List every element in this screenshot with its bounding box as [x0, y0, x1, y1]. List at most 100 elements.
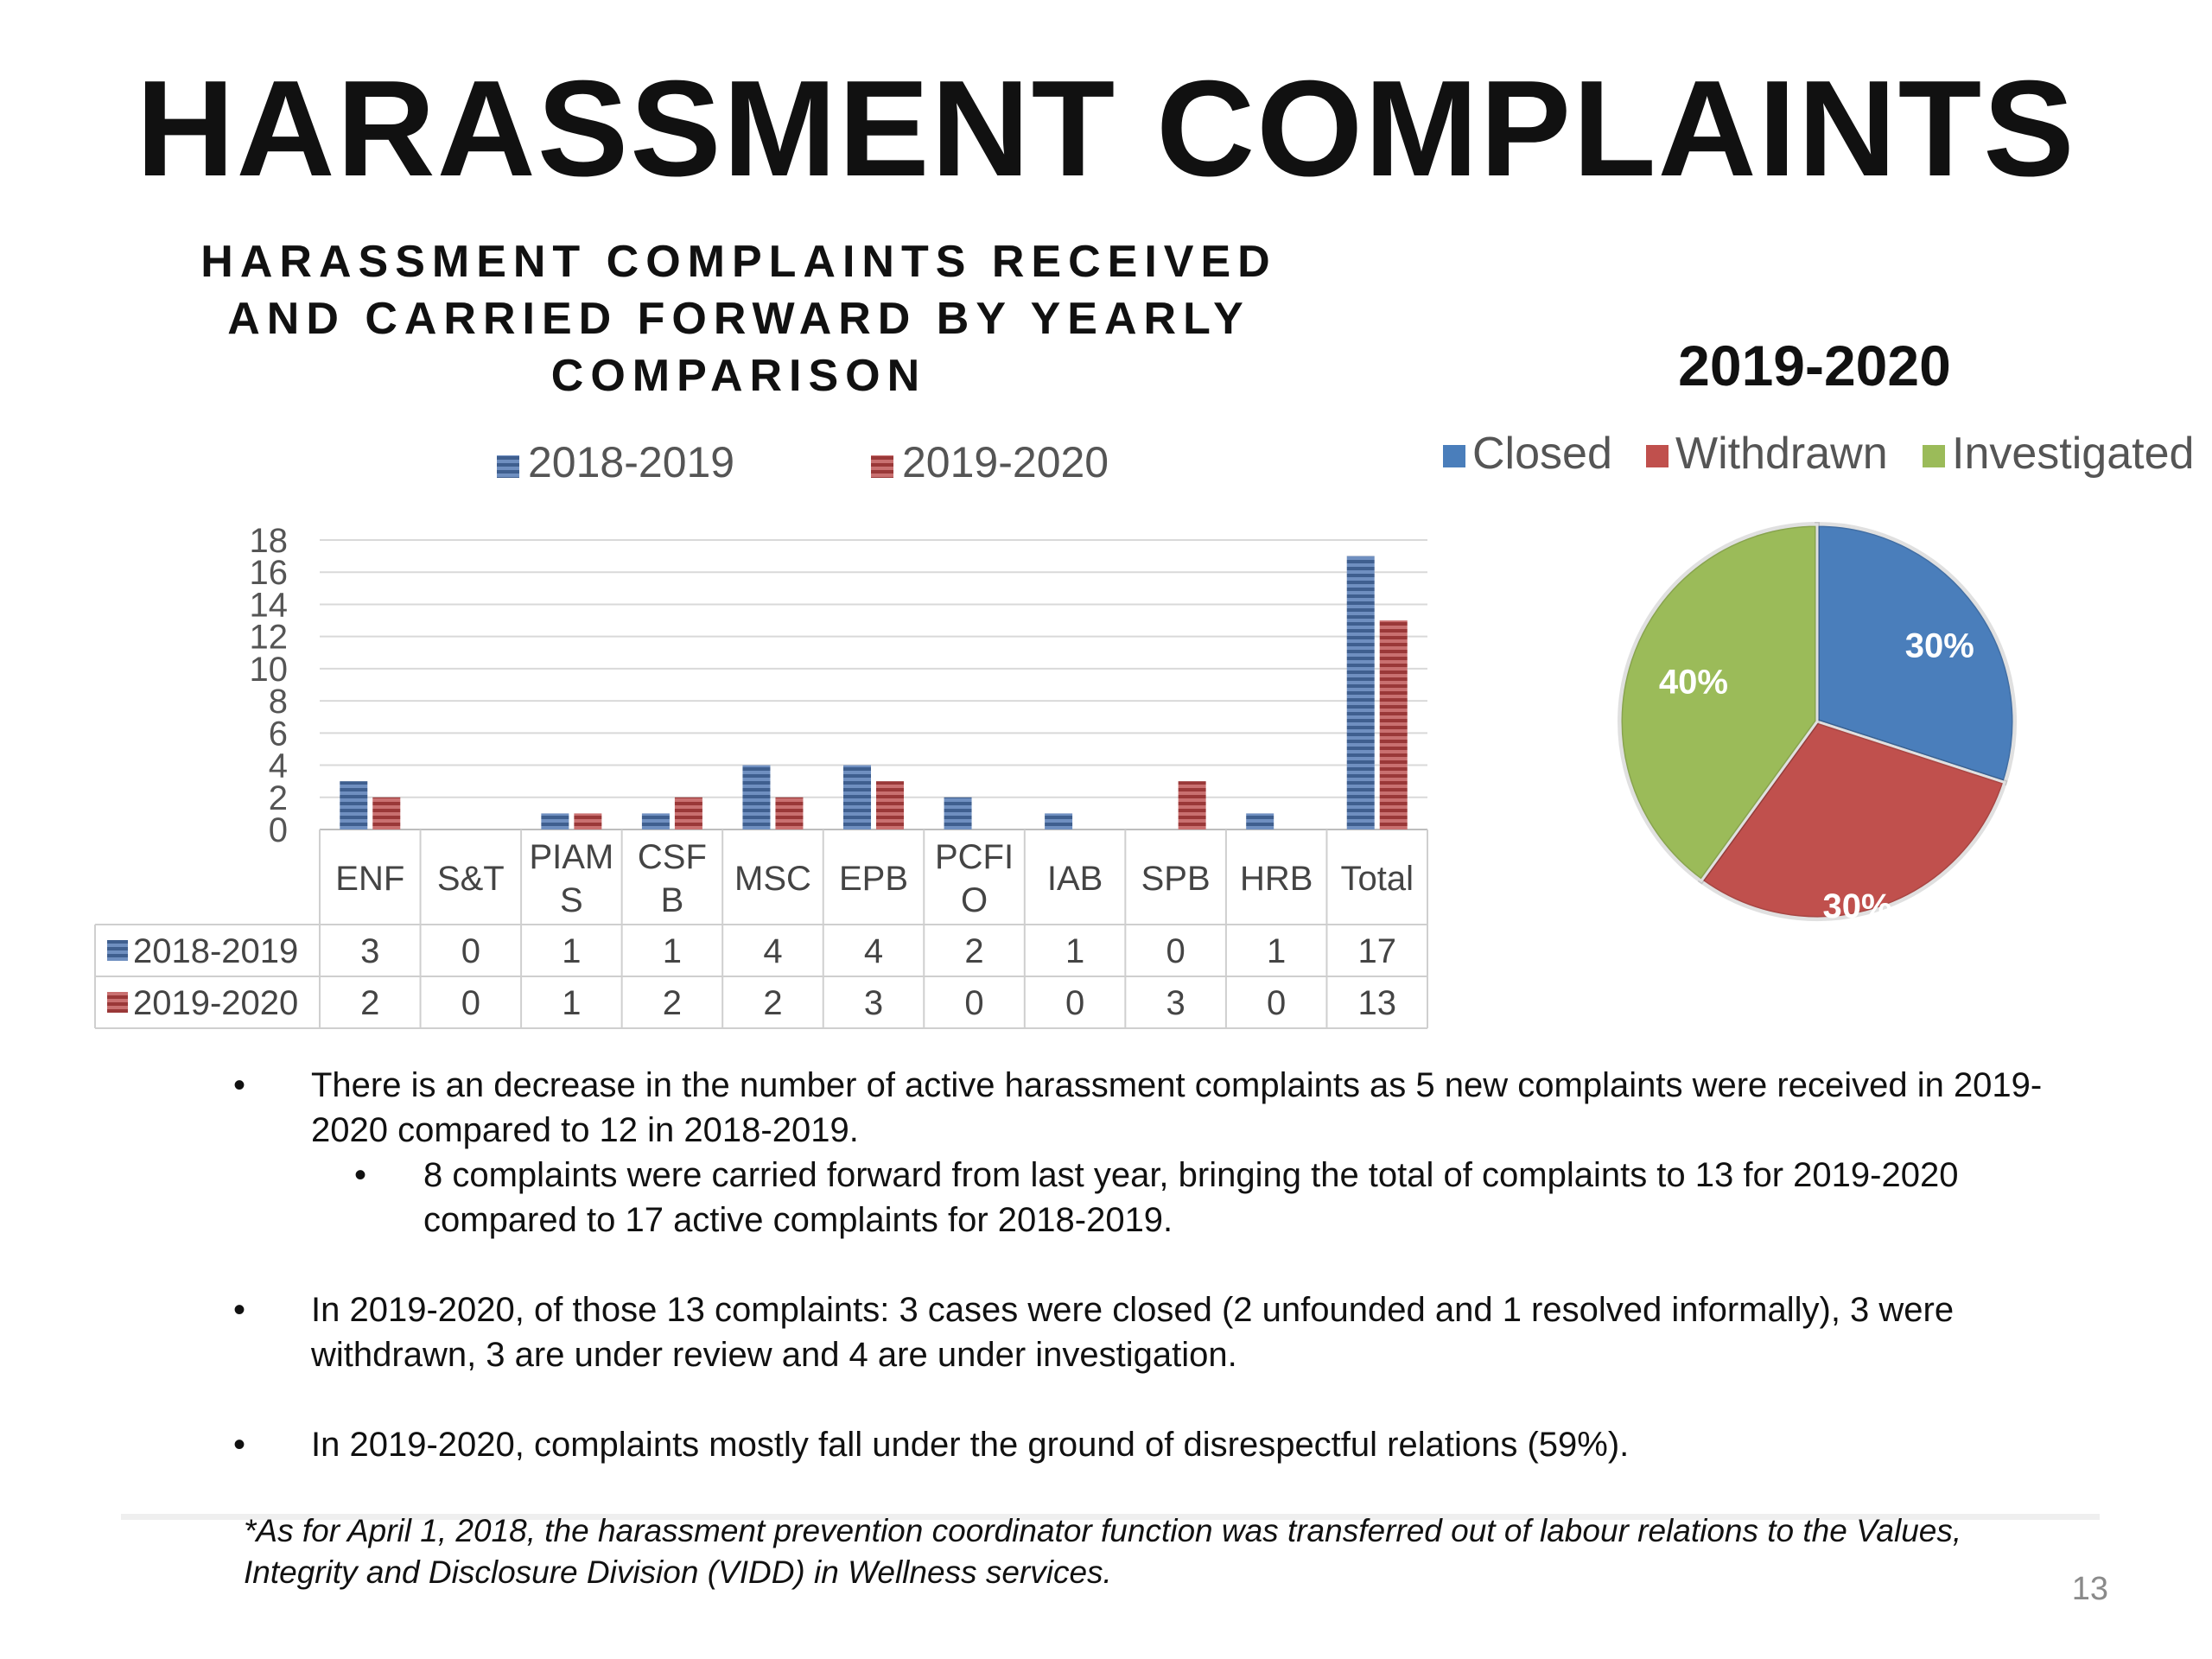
- y-tick-label: 12: [250, 619, 289, 657]
- footer-divider: [121, 1514, 2100, 1520]
- legend-label-1: 2018-2019: [528, 438, 734, 486]
- category-label: MSC: [734, 860, 811, 898]
- bar-2018-2019-EPB: [843, 765, 871, 830]
- table-cell: 2: [360, 984, 379, 1022]
- category-label: B: [661, 881, 684, 919]
- pie-legend-label-withdrawn: Withdrawn: [1675, 429, 1888, 479]
- table-cell: 1: [1065, 932, 1084, 970]
- bar-2018-2019-Total: [1346, 556, 1375, 830]
- pie-chart-title: 2019-2020: [1678, 334, 1951, 397]
- pie-data-label-investigated: 40%: [1659, 663, 1728, 701]
- pie-slice-rim-withdrawn: [1697, 718, 2008, 921]
- pie-slice-closed: [1815, 523, 2016, 785]
- category-label: S: [560, 881, 583, 919]
- bar-2019-2020-EPB: [876, 781, 904, 830]
- table-cell: 0: [1166, 932, 1185, 970]
- bullet-dot-icon: •: [233, 1291, 246, 1329]
- table-swatch-1: [107, 940, 128, 961]
- bar-2019-2020-MSC: [775, 797, 804, 830]
- pie-legend-swatch-withdrawn: [1646, 445, 1669, 467]
- bullet-dot-icon: •: [233, 1426, 246, 1464]
- table-cell: 0: [1065, 984, 1084, 1022]
- bullet-text: There is an decrease in the number of ac…: [311, 1066, 2043, 1149]
- pie-slice-investigated: [1618, 523, 1819, 883]
- table-cell: 0: [964, 984, 983, 1022]
- pie-data-label-withdrawn: 30%: [1822, 887, 1891, 925]
- table-cell: 1: [562, 932, 581, 970]
- table-cell: 0: [461, 932, 480, 970]
- bullet-item: • There is an decrease in the number of …: [233, 1063, 2074, 1153]
- bar-chart-title: HARASSMENT COMPLAINTS RECEIVED AND CARRI…: [200, 237, 1277, 401]
- table-cell: 13: [1357, 984, 1396, 1022]
- pie-slice-rim-investigated: [1618, 521, 1820, 885]
- table-swatch-2: [107, 992, 128, 1013]
- table-cell: 17: [1357, 932, 1396, 970]
- pie-slice-withdrawn: [1699, 720, 2006, 920]
- category-label: CSF: [638, 838, 707, 876]
- category-label: EPB: [839, 860, 908, 898]
- table-cell: 1: [562, 984, 581, 1022]
- bar-2019-2020-CSFB: [674, 797, 702, 830]
- table-cell: 2: [964, 932, 983, 970]
- legend-swatch-2: [871, 455, 893, 478]
- bar-2018-2019-CSFB: [641, 813, 670, 830]
- category-label: O: [961, 881, 988, 919]
- table-cell: 3: [1166, 984, 1185, 1022]
- legend-label-2: 2019-2020: [902, 438, 1109, 486]
- bar-2018-2019-PIAMS: [541, 813, 569, 830]
- table-cell: 0: [461, 984, 480, 1022]
- bullet-item: • In 2019-2020, of those 13 complaints: …: [233, 1287, 2074, 1377]
- table-series-label: 2018-2019: [133, 932, 298, 970]
- bullet-dot-icon: •: [354, 1156, 367, 1194]
- y-tick-label: 16: [250, 554, 289, 592]
- pie-slice-rim-closed: [1815, 521, 2017, 786]
- table-cell: 0: [1267, 984, 1286, 1022]
- pie-legend-label-investigated: Investigated: [1952, 429, 2194, 479]
- bar-2018-2019-ENF: [340, 781, 368, 830]
- table-cell: 4: [864, 932, 883, 970]
- y-tick-label: 14: [250, 586, 289, 624]
- bar-2018-2019-PCFIO: [944, 797, 972, 830]
- table-cell: 3: [864, 984, 883, 1022]
- y-tick-label: 18: [250, 522, 289, 560]
- table-cell: 3: [360, 932, 379, 970]
- bullet-text: In 2019-2020, of those 13 complaints: 3 …: [311, 1291, 1955, 1374]
- y-tick-label: 6: [269, 715, 288, 753]
- y-tick-label: 2: [269, 779, 288, 817]
- category-label: HRB: [1240, 860, 1313, 898]
- category-label: Total: [1340, 860, 1414, 898]
- bullet-item: • In 2019-2020, complaints mostly fall u…: [233, 1422, 2074, 1467]
- page-title: HARASSMENT COMPLAINTS: [136, 53, 2076, 205]
- category-label: SPB: [1141, 860, 1211, 898]
- bar-2018-2019-MSC: [742, 765, 771, 830]
- category-label: ENF: [335, 860, 404, 898]
- pie-legend-label-closed: Closed: [1472, 429, 1612, 479]
- category-label: PCFI: [935, 838, 1014, 876]
- category-label: PIAM: [529, 838, 613, 876]
- bar-2018-2019-HRB: [1246, 813, 1274, 830]
- y-tick-label: 0: [269, 811, 288, 849]
- table-cell: 1: [663, 932, 682, 970]
- bar-2019-2020-ENF: [372, 797, 401, 830]
- footnote: *As for April 1, 2018, the harassment pr…: [244, 1513, 1962, 1590]
- pie-data-label-closed: 30%: [1905, 627, 1974, 665]
- y-tick-label: 8: [269, 683, 288, 721]
- y-tick-label: 4: [269, 747, 288, 785]
- table-cell: 2: [663, 984, 682, 1022]
- page-number: 13: [2071, 1571, 2108, 1607]
- pie-chart: Closed Withdrawn Investigated 30% 30% 40%: [1443, 429, 2194, 925]
- bullet-text: 8 complaints were carried forward from l…: [423, 1156, 1959, 1239]
- table-cell: 1: [1267, 932, 1286, 970]
- bullet-list: • There is an decrease in the number of …: [233, 1063, 2074, 1512]
- pie-legend-swatch-closed: [1443, 445, 1465, 467]
- category-label: S&T: [437, 860, 505, 898]
- y-tick-label: 10: [250, 651, 289, 689]
- table-series-label: 2019-2020: [133, 984, 298, 1022]
- category-label: IAB: [1047, 860, 1103, 898]
- bar-2019-2020-Total: [1379, 620, 1408, 830]
- bar-2019-2020-PIAMS: [574, 813, 602, 830]
- bar-2018-2019-IAB: [1045, 813, 1073, 830]
- legend-swatch-1: [497, 455, 519, 478]
- pie-legend-swatch-investigated: [1923, 445, 1945, 467]
